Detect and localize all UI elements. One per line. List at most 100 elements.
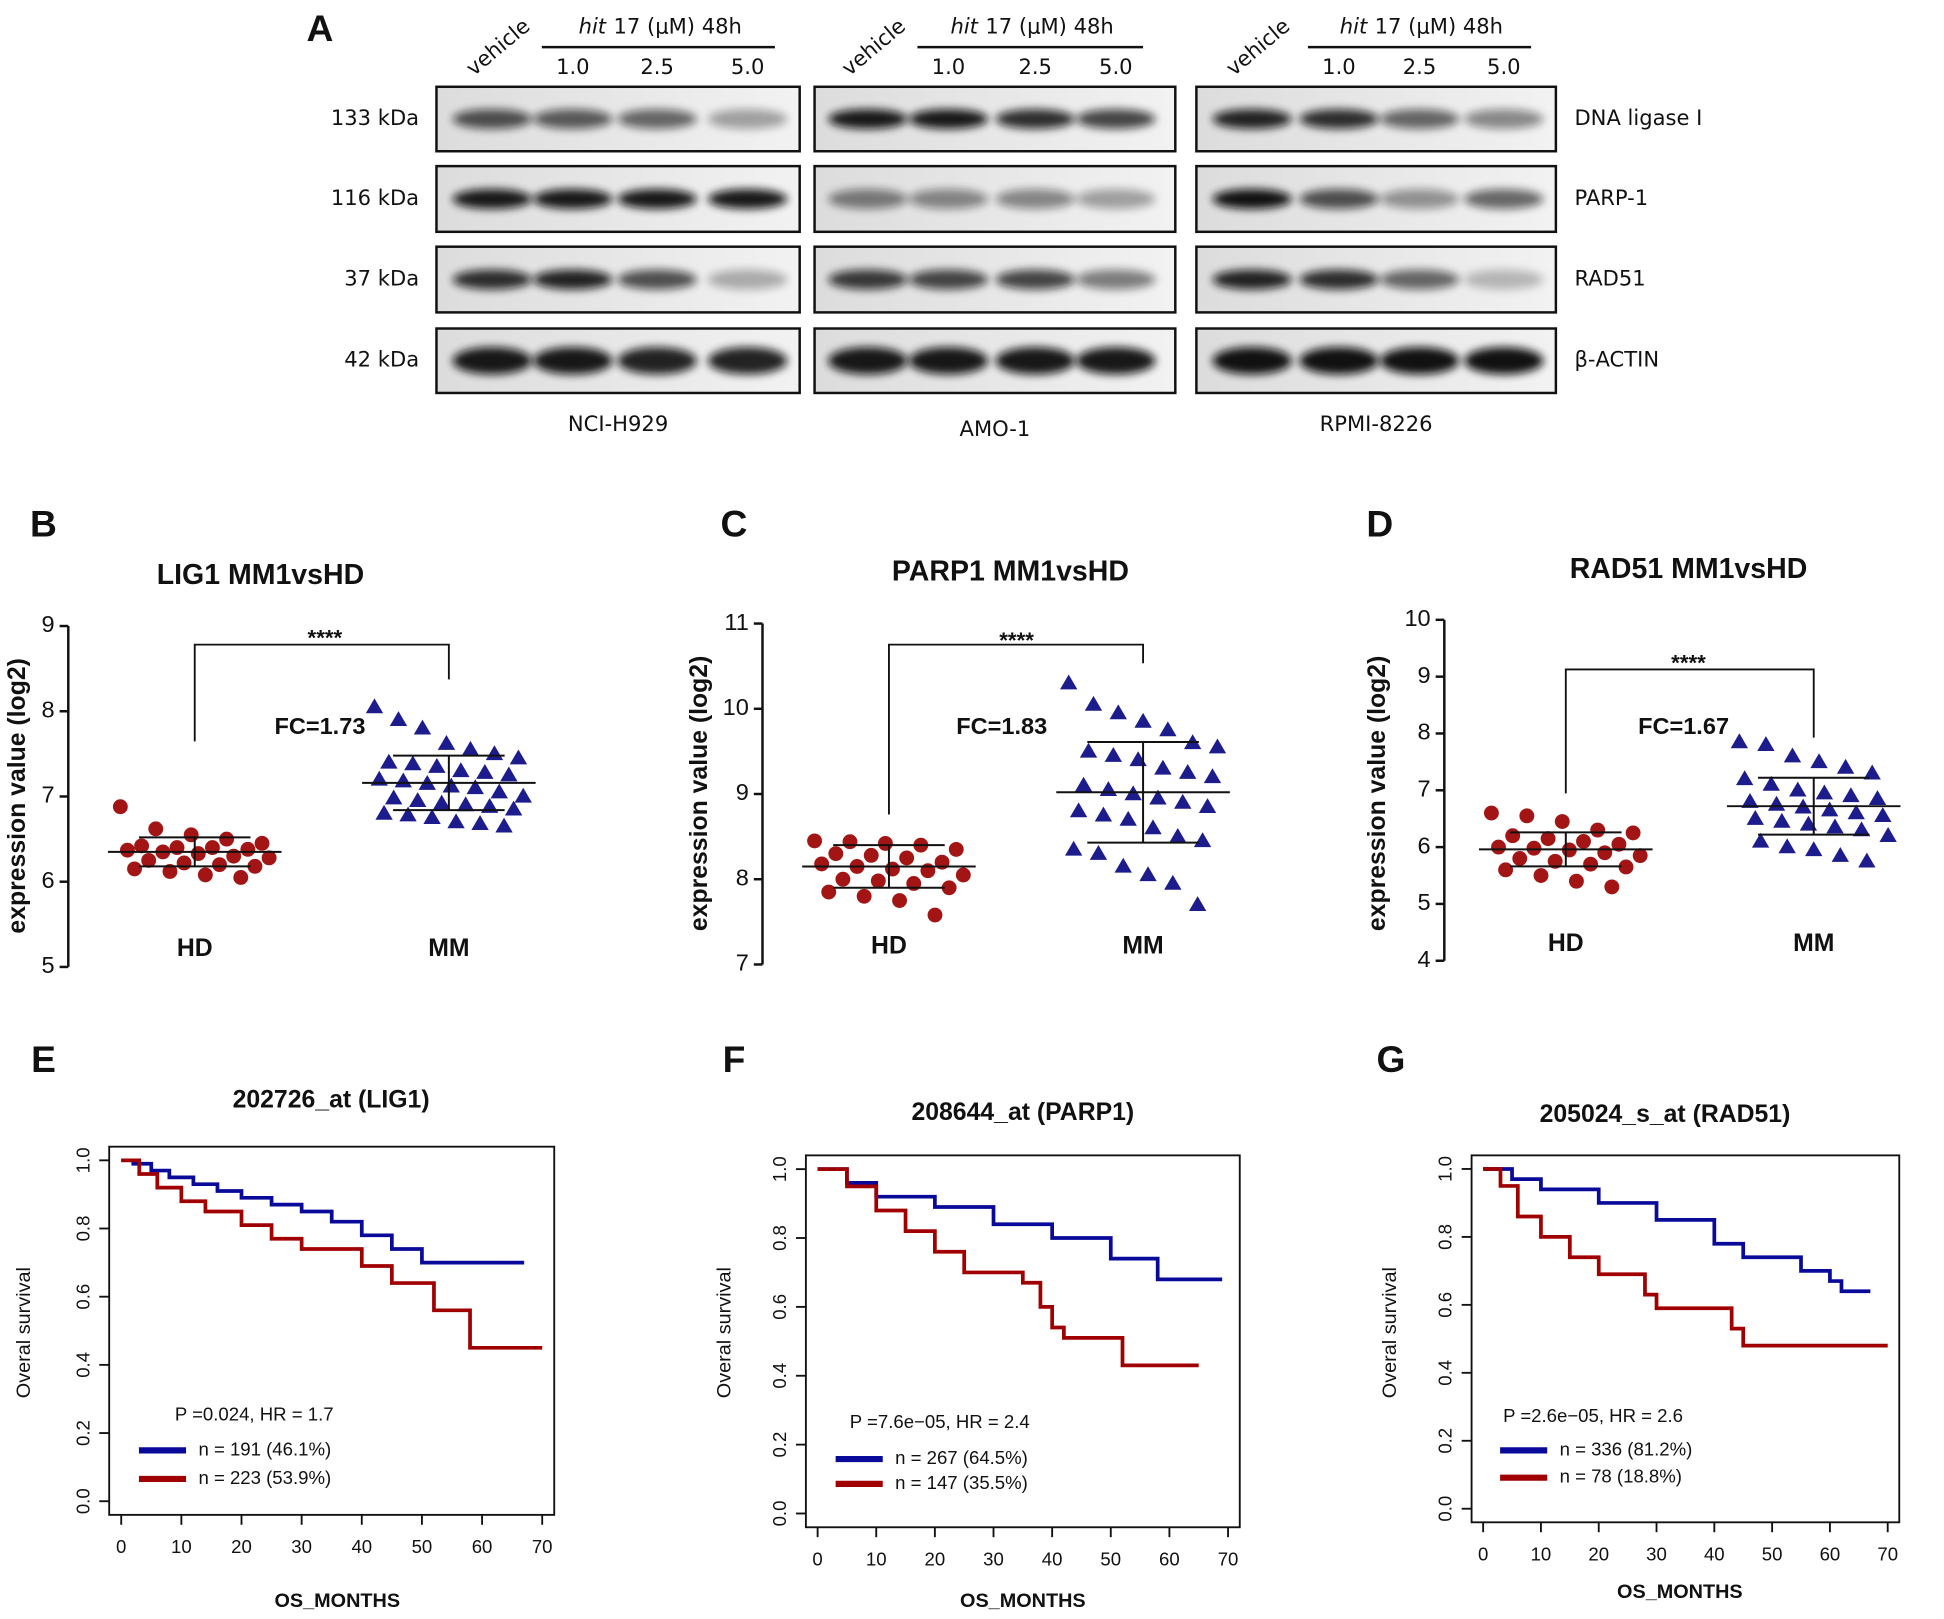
data-point	[863, 847, 879, 863]
panel-letter: G	[1377, 1038, 1406, 1080]
data-point	[821, 884, 837, 900]
data-point	[1198, 798, 1217, 813]
legend-label: n = 267 (64.5%)	[895, 1447, 1028, 1468]
blot-band	[1464, 269, 1544, 290]
data-point	[404, 755, 422, 771]
data-point	[447, 813, 465, 829]
x-tick-label: 60	[472, 1536, 493, 1557]
annotation: P =0.024, HR = 1.7	[175, 1404, 334, 1425]
plot-frame	[1470, 1154, 1901, 1524]
data-point	[233, 870, 249, 885]
x-tick-label: 10	[1531, 1544, 1552, 1565]
data-point	[941, 880, 957, 896]
significance-label: ****	[308, 626, 343, 651]
band-size-label: 116 kDa	[331, 185, 419, 210]
data-point	[1858, 852, 1876, 868]
y-tick-label: 7	[736, 950, 749, 976]
data-point	[514, 787, 532, 803]
blot-band	[1076, 109, 1156, 129]
chart-title: 208644_at (PARP1)	[911, 1099, 1134, 1126]
x-axis-label: OS_MONTHS	[1617, 1581, 1743, 1603]
x-tick-label: 20	[231, 1536, 252, 1557]
protein-label: PARP-1	[1574, 185, 1648, 210]
panel-letter: C	[721, 503, 748, 545]
blot-band	[1212, 109, 1292, 129]
data-point	[1868, 790, 1887, 806]
significance-label: ****	[999, 628, 1034, 653]
data-point	[1483, 805, 1499, 821]
data-point	[432, 794, 451, 810]
data-point	[384, 789, 403, 805]
blot-band	[1299, 109, 1379, 129]
y-tick-label: 10	[1404, 605, 1430, 631]
y-tick-label: 7	[42, 782, 55, 808]
y-tick-label: 9	[1418, 662, 1431, 688]
data-point	[456, 796, 475, 812]
dose-label: 1.0	[556, 54, 590, 79]
data-point	[1762, 775, 1780, 791]
data-point	[428, 757, 446, 773]
x-tick-label: 40	[1042, 1549, 1063, 1570]
chart-title: 205024_s_at (RAD51)	[1540, 1101, 1791, 1128]
chart-title: LIG1 MM1vsHD	[157, 559, 364, 591]
y-tick-label: 0.8	[72, 1216, 93, 1242]
blot-band	[1464, 189, 1544, 209]
data-point	[1134, 712, 1152, 728]
plot-frame	[804, 1154, 1241, 1529]
data-point	[134, 838, 150, 854]
y-axis-label: Overal survival	[13, 1267, 35, 1398]
data-point	[1498, 862, 1514, 878]
data-point	[141, 852, 157, 868]
lane-label: vehicle	[1221, 13, 1295, 80]
data-point	[380, 753, 398, 769]
blot-band	[617, 347, 697, 375]
survival-curve	[817, 1167, 1223, 1282]
y-tick-label: 9	[42, 611, 55, 637]
data-point	[413, 719, 432, 735]
x-axis-label: OS_MONTHS	[274, 1590, 400, 1612]
data-point	[1730, 733, 1749, 749]
data-point	[190, 846, 206, 862]
x-tick-label: 70	[532, 1536, 553, 1557]
data-point	[1826, 818, 1844, 834]
band-size-label: 133 kDa	[331, 105, 419, 130]
significance-label: ****	[1671, 650, 1706, 675]
fold-change-label: FC=1.73	[274, 713, 365, 739]
data-point	[1590, 822, 1606, 838]
y-axis-label: expression value (log2)	[1364, 656, 1391, 931]
blot-band	[908, 269, 989, 290]
data-point	[1084, 695, 1103, 711]
data-point	[1069, 802, 1088, 818]
y-tick-label: 1.0	[1435, 1156, 1456, 1182]
blot-band	[1379, 109, 1460, 129]
data-point	[835, 871, 851, 887]
data-point	[1773, 812, 1791, 828]
survival-curve	[121, 1158, 525, 1265]
data-point	[1519, 808, 1535, 824]
y-tick-label: 6	[1418, 832, 1431, 858]
y-axis-label: Overal survival	[1379, 1267, 1401, 1398]
x-tick-label: 0	[812, 1549, 822, 1570]
legend-label: n = 223 (53.9%)	[198, 1467, 331, 1488]
data-point	[1547, 853, 1563, 869]
data-point	[1632, 848, 1648, 864]
data-point	[509, 749, 528, 765]
dose-label: 2.5	[640, 54, 674, 79]
data-point	[1505, 828, 1521, 844]
x-tick-label: 40	[351, 1536, 372, 1557]
data-point	[389, 711, 408, 726]
cell-line-label: RPMI-8226	[1320, 411, 1433, 436]
x-tick-label: 30	[1646, 1544, 1667, 1565]
annotation: P =7.6e−05, HR = 2.4	[850, 1411, 1030, 1432]
category-label: HD	[177, 935, 213, 962]
data-point	[1836, 758, 1855, 774]
data-point	[1842, 787, 1860, 803]
treatment-italic: hit	[950, 13, 978, 38]
chart-title: RAD51 MM1vsHD	[1570, 553, 1808, 585]
x-tick-label: 60	[1820, 1544, 1841, 1565]
blot-band	[908, 347, 989, 375]
data-point	[500, 766, 518, 782]
data-point	[1089, 844, 1108, 860]
y-tick-label: 0.0	[769, 1501, 790, 1527]
y-tick-label: 11	[724, 609, 748, 635]
